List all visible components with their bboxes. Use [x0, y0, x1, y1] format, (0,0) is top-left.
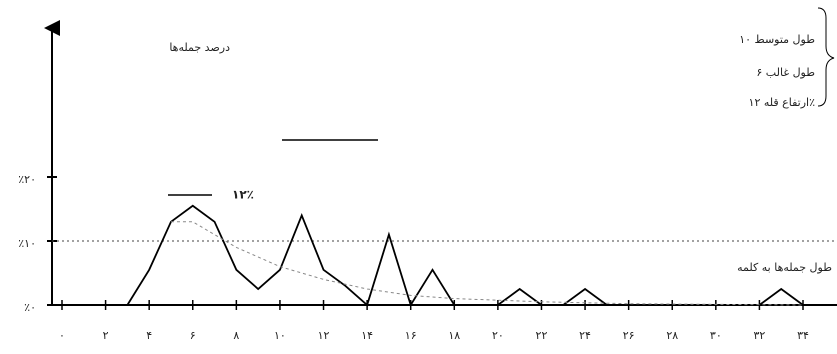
- x-tick-label: ۱۲: [318, 329, 330, 342]
- x-tick-label: ۰: [59, 329, 65, 342]
- x-axis-label: طول جمله‌ها به کلمه: [737, 261, 832, 274]
- x-tick-label: ۲۰: [492, 329, 504, 342]
- x-tick-label: ۲: [103, 329, 109, 342]
- x-tick-label: ۱۰: [274, 329, 286, 342]
- x-tick-label: ۱۴: [361, 329, 373, 342]
- y-tick-label: ٪۰: [24, 301, 36, 314]
- x-tick-label: ۳۲: [753, 329, 765, 342]
- summary-line: ارتفاع قله ۱۲٪: [749, 96, 816, 109]
- y-tick-label: ٪۲۰: [18, 173, 36, 186]
- x-tick-label: ۲۴: [579, 329, 591, 342]
- x-tick-label: ۱۶: [405, 329, 417, 342]
- x-tick-label: ۲۲: [536, 329, 548, 342]
- x-tick-label: ۶: [190, 329, 196, 342]
- summary-line: طول متوسط ۱۰: [739, 33, 815, 46]
- x-tick-label: ۳۴: [797, 329, 809, 342]
- summary-line: طول غالب ۶: [756, 66, 815, 79]
- brace: [817, 7, 835, 107]
- data-line: [126, 204, 804, 308]
- x-tick-label: ۴: [146, 329, 152, 342]
- x-tick-label: ۱۸: [448, 329, 460, 342]
- trend-line: [170, 221, 804, 306]
- y-tick-label: ٪۱۰: [18, 237, 36, 250]
- x-tick-label: ۸: [233, 329, 239, 342]
- y-axis-label: درصد جمله‌ها: [169, 41, 230, 54]
- x-tick-label: ۳۰: [710, 329, 722, 342]
- x-tick-label: ۲۶: [623, 329, 635, 342]
- annotation: ۱۲٪: [232, 188, 254, 202]
- x-tick-label: ۲۸: [666, 329, 678, 342]
